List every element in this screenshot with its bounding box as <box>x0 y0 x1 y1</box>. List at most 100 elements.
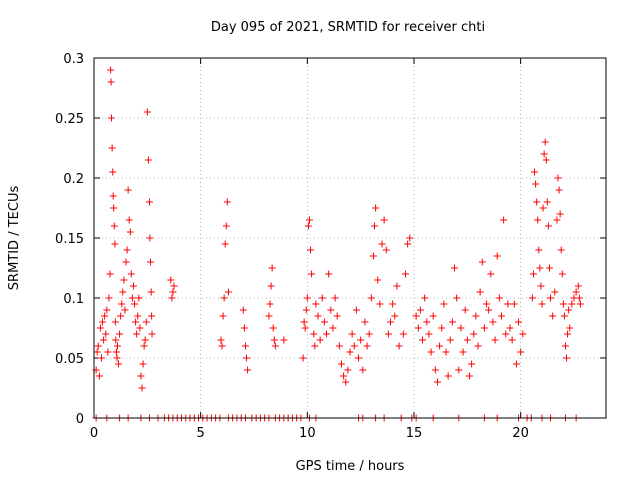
data-point <box>517 348 525 356</box>
data-point <box>440 300 448 308</box>
data-point <box>133 330 141 338</box>
data-point <box>131 300 139 308</box>
data-point <box>102 330 110 338</box>
data-point <box>105 294 113 302</box>
data-point <box>136 324 144 332</box>
data-point <box>553 216 561 224</box>
data-point <box>325 270 333 278</box>
data-point <box>387 318 395 326</box>
data-point <box>532 180 540 188</box>
plot-frame <box>93 57 607 419</box>
data-point <box>316 336 324 344</box>
data-point <box>395 342 403 350</box>
data-point <box>93 348 101 356</box>
data-point <box>308 270 316 278</box>
data-point <box>491 336 499 344</box>
data-point <box>427 348 435 356</box>
data-point <box>497 312 505 320</box>
x-tick-label: 20 <box>512 426 529 441</box>
data-point <box>453 294 461 302</box>
data-point <box>515 318 523 326</box>
data-point <box>111 318 119 326</box>
y-tick-label: 0.15 <box>55 232 84 247</box>
data-point <box>575 294 583 302</box>
data-point <box>378 240 386 248</box>
data-point <box>412 312 420 320</box>
data-point <box>95 372 103 380</box>
y-tick-labels: 0 0.05 0.1 0.15 0.2 0.25 0.3 <box>55 52 84 427</box>
data-point <box>380 216 388 224</box>
data-point <box>393 282 401 290</box>
data-point <box>382 246 390 254</box>
data-point <box>168 294 176 302</box>
data-point <box>116 330 124 338</box>
data-point <box>110 222 118 230</box>
data-point <box>318 294 326 302</box>
data-point <box>271 342 279 350</box>
data-point <box>419 336 427 344</box>
data-point <box>221 240 229 248</box>
data-point <box>320 318 328 326</box>
data-point <box>495 294 503 302</box>
data-point <box>544 222 552 230</box>
data-point <box>218 342 226 350</box>
x-tick-label: 0 <box>90 426 98 441</box>
data-point <box>425 330 433 338</box>
data-point <box>560 312 568 320</box>
data-point <box>170 282 178 290</box>
data-point <box>96 324 104 332</box>
data-point <box>141 336 149 344</box>
x-tick-label: 5 <box>197 426 205 441</box>
data-point <box>363 342 371 350</box>
data-point <box>344 366 352 374</box>
data-point <box>536 264 544 272</box>
data-point <box>269 324 277 332</box>
data-point <box>576 300 584 308</box>
y-tick-label: 0.1 <box>63 292 84 307</box>
data-point <box>266 300 274 308</box>
data-point <box>566 324 574 332</box>
data-point <box>489 318 497 326</box>
data-point <box>109 168 117 176</box>
data-point <box>436 342 444 350</box>
data-point <box>124 186 132 194</box>
data-point <box>120 276 128 284</box>
data-point <box>557 246 565 254</box>
data-point <box>97 354 105 362</box>
data-point <box>401 270 409 278</box>
data-point <box>444 372 452 380</box>
data-point <box>111 240 119 248</box>
data-point <box>565 306 573 314</box>
data-point <box>113 354 121 362</box>
data-point <box>169 288 177 296</box>
data-point <box>487 270 495 278</box>
data-point <box>384 330 392 338</box>
data-point <box>113 342 121 350</box>
data-point <box>470 330 478 338</box>
data-point <box>148 312 156 320</box>
data-point <box>369 252 377 260</box>
data-point <box>534 216 542 224</box>
data-point <box>299 354 307 362</box>
data-point <box>143 108 151 116</box>
data-point <box>125 216 133 224</box>
data-point <box>342 378 350 386</box>
data-point <box>138 384 146 392</box>
data-point <box>508 336 516 344</box>
data-point <box>304 222 312 230</box>
data-point <box>463 336 471 344</box>
data-point <box>404 240 412 248</box>
data-point <box>399 330 407 338</box>
data-point <box>217 336 225 344</box>
data-point <box>109 192 117 200</box>
data-point <box>559 300 567 308</box>
data-point <box>148 330 156 338</box>
data-point <box>538 300 546 308</box>
data-point <box>374 276 382 284</box>
data-point <box>357 336 365 344</box>
data-point <box>137 372 145 380</box>
data-point <box>528 294 536 302</box>
data-point <box>406 234 414 242</box>
data-point <box>568 300 576 308</box>
